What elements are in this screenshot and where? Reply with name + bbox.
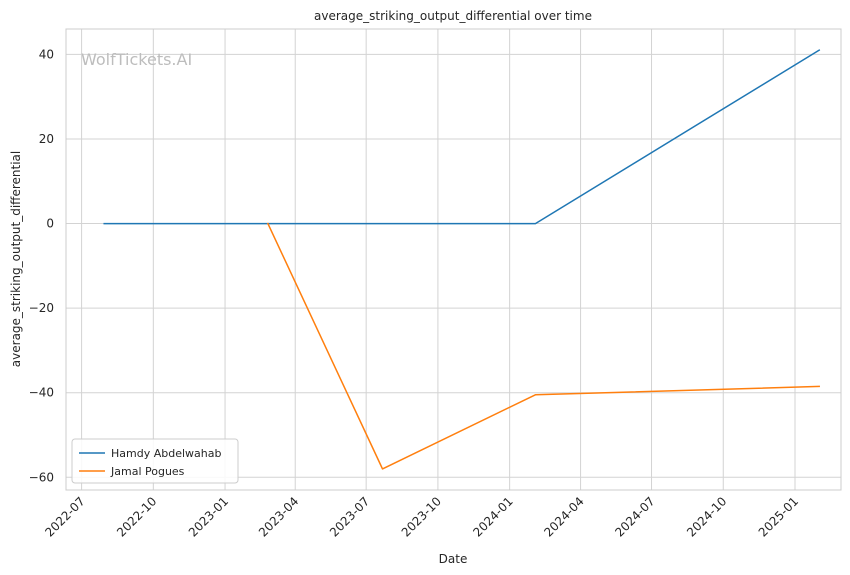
y-tick-label: 0 xyxy=(46,217,54,231)
plot-frame xyxy=(65,28,842,491)
x-tick-label: 2024-01 xyxy=(470,494,515,539)
x-tick-label: 2024-04 xyxy=(541,494,586,539)
y-tick-label: −20 xyxy=(29,301,54,315)
series-line xyxy=(103,49,821,225)
y-axis-title: average_striking_output_differential xyxy=(9,151,23,367)
y-tick-label: 20 xyxy=(39,132,54,146)
x-tick-label: 2023-07 xyxy=(327,494,372,539)
x-tick-label: 2023-01 xyxy=(186,494,231,539)
grid xyxy=(66,29,841,490)
x-tick-label: 2023-04 xyxy=(256,494,301,539)
x-tick-label: 2023-10 xyxy=(399,494,444,539)
series-layer xyxy=(103,49,821,470)
x-tick-label: 2025-01 xyxy=(756,494,801,539)
x-tick-label: 2022-07 xyxy=(42,494,87,539)
legend-box xyxy=(71,438,239,484)
legend-label: Jamal Pogues xyxy=(110,465,185,478)
x-tick-label: 2024-10 xyxy=(684,494,729,539)
legend-label: Hamdy Abdelwahab xyxy=(111,447,221,460)
x-tick-label: 2022-10 xyxy=(114,494,159,539)
y-tick-label: −40 xyxy=(29,386,54,400)
x-tick-label: 2024-07 xyxy=(612,494,657,539)
series-line xyxy=(266,222,820,470)
x-axis-title: Date xyxy=(439,552,468,566)
chart-title: average_striking_output_differential ove… xyxy=(314,9,592,23)
y-tick-label: 40 xyxy=(39,47,54,61)
x-tick-labels: 2022-07 2022-10 2023-01 2023-04 2023-07 2023-… xyxy=(42,494,801,539)
y-tick-labels: 40 20 0 −20 −40 −60 xyxy=(29,47,54,484)
y-tick-label: −60 xyxy=(29,470,54,484)
watermark: WolfTickets.AI xyxy=(81,50,192,69)
legend: Hamdy Abdelwahab Jamal Pogues xyxy=(71,438,239,484)
